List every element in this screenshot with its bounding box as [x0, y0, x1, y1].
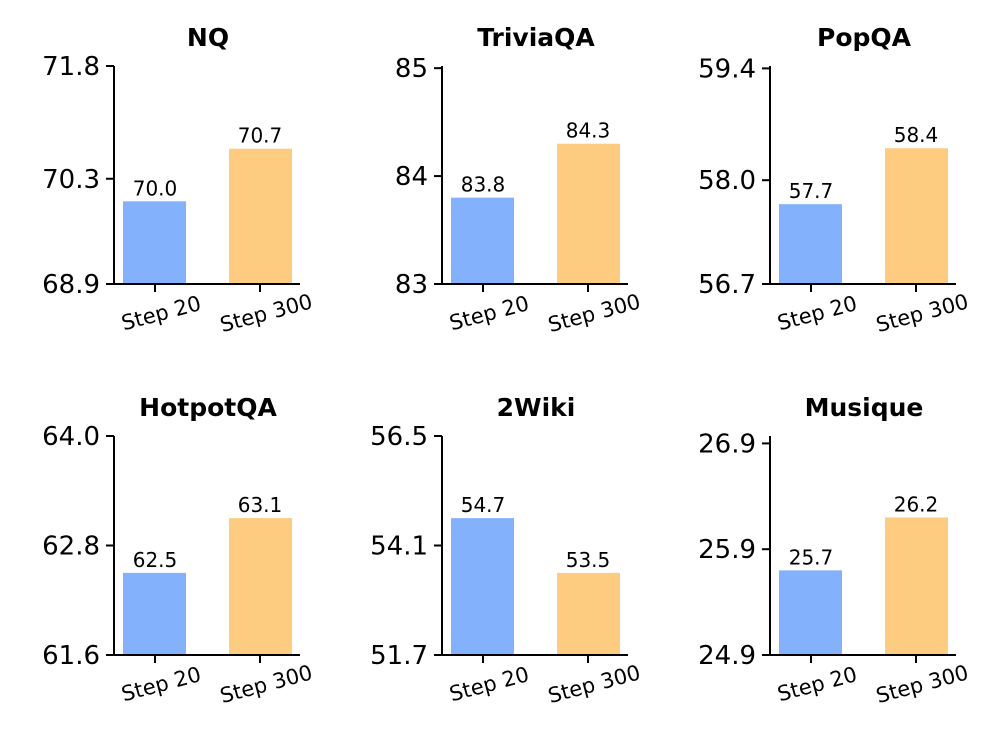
panel-2wiki: 2Wiki 54.7 53.5 51.7 54.1 56.5 Step 20 Step 300: [370, 393, 643, 708]
y-tick-label: 51.7: [370, 641, 428, 671]
x-tick-label: Step 20: [119, 662, 204, 706]
bar-step-20: [123, 572, 186, 655]
data-label: 70.0: [133, 176, 178, 200]
bar-step-20: [779, 204, 842, 284]
x-tick-label: Step 300: [217, 660, 315, 708]
y-tick-label: 84: [395, 162, 428, 192]
bar-step-300: [229, 518, 292, 655]
x-tick-label: Step 20: [119, 291, 204, 335]
x-tick-label: Step 300: [545, 660, 643, 708]
bar-step-20: [779, 570, 842, 655]
bar-step-300: [229, 148, 292, 284]
y-tick-label: 61.6: [42, 641, 100, 671]
y-tick-label: 58.0: [698, 166, 756, 196]
data-label: 26.2: [894, 492, 939, 516]
panel-title: 2Wiki: [497, 393, 576, 422]
panel-title: NQ: [187, 23, 229, 52]
x-tick-label: Step 20: [775, 662, 860, 706]
y-tick-label: 64.0: [42, 422, 100, 452]
y-tick-label: 54.1: [370, 532, 428, 562]
data-label: 62.5: [133, 548, 178, 572]
panel-title: HotpotQA: [139, 393, 277, 422]
data-label: 53.5: [566, 548, 611, 572]
y-tick-label: 85: [395, 54, 428, 84]
x-tick-label: Step 20: [447, 291, 532, 335]
data-label: 83.8: [461, 173, 506, 197]
x-tick-label: Step 20: [447, 662, 532, 706]
panel-hotpotqa: HotpotQA 62.5 63.1 61.6 62.8 64.0 Step 20 Step …: [42, 393, 315, 708]
panel-musique: Musique 25.7 26.2 24.9 25.9 26.9 Step 20 Step 3…: [698, 393, 971, 708]
x-tick-label: Step 300: [873, 289, 971, 337]
x-tick-label: Step 300: [217, 289, 315, 337]
bar-step-300: [557, 143, 620, 284]
panel-title: TriviaQA: [477, 23, 595, 52]
y-tick-label: 71.8: [42, 52, 100, 82]
y-tick-label: 56.5: [370, 422, 428, 452]
y-tick-label: 26.9: [698, 429, 756, 459]
y-tick-label: 24.9: [698, 641, 756, 671]
panel-nq: NQ 70.0 70.7 68.9 70.3 71.8 Step 20 Step 300: [42, 23, 315, 337]
x-tick-label: Step 300: [545, 289, 643, 337]
y-tick-label: 70.3: [42, 165, 100, 195]
bar-step-20: [451, 518, 514, 655]
data-label: 84.3: [566, 119, 611, 143]
panel-title: Musique: [805, 393, 924, 422]
y-tick-label: 25.9: [698, 535, 756, 565]
panel-title: PopQA: [817, 23, 912, 52]
data-label: 54.7: [461, 493, 506, 517]
bar-step-20: [123, 201, 186, 284]
y-tick-label: 56.7: [698, 270, 756, 300]
data-label: 70.7: [238, 124, 283, 148]
y-tick-label: 68.9: [42, 270, 100, 300]
data-label: 57.7: [789, 179, 834, 203]
bar-step-300: [885, 148, 948, 284]
y-tick-label: 59.4: [698, 54, 756, 84]
y-tick-label: 83: [395, 270, 428, 300]
bar-step-20: [451, 197, 514, 284]
panel-triviaqa: TriviaQA 83.8 84.3 83 84 85 Step 20 Step 300: [395, 23, 643, 337]
data-label: 25.7: [789, 545, 834, 569]
data-label: 58.4: [894, 123, 939, 147]
panel-popqa: PopQA 57.7 58.4 56.7 58.0 59.4 Step 20 Step 300: [698, 23, 971, 337]
x-tick-label: Step 300: [873, 660, 971, 708]
data-label: 63.1: [238, 493, 283, 517]
bar-step-300: [557, 572, 620, 655]
x-tick-label: Step 20: [775, 291, 860, 335]
bar-step-300: [885, 517, 948, 655]
y-tick-label: 62.8: [42, 532, 100, 562]
